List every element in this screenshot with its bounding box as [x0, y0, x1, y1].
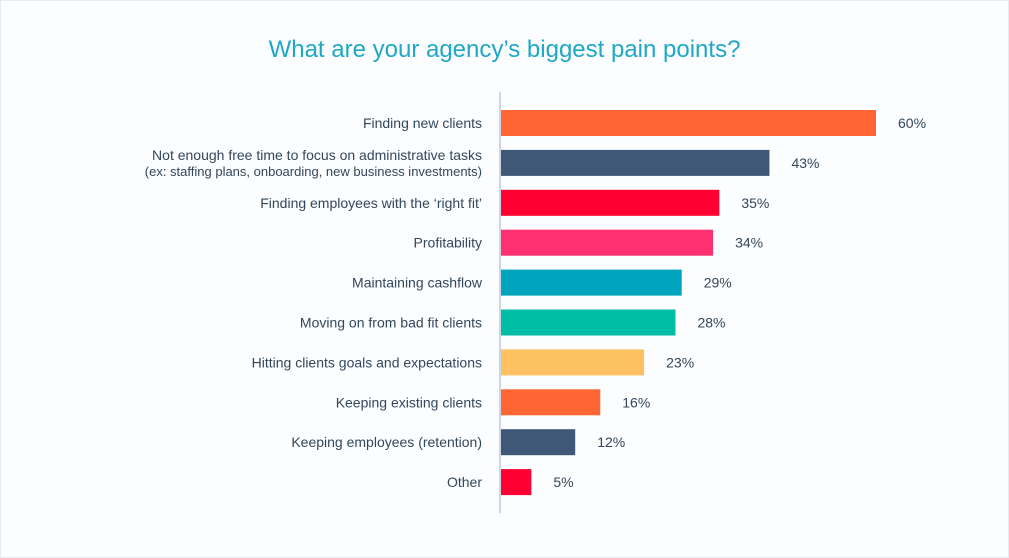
bar [500, 389, 601, 416]
bar [500, 349, 645, 376]
bar [500, 229, 714, 256]
value-label: 43% [791, 155, 819, 171]
bar [500, 189, 720, 216]
chart-title: What are your agency’s biggest pain poin… [268, 36, 741, 63]
value-label: 29% [704, 275, 732, 291]
value-label: 5% [553, 474, 573, 490]
category-label: Other [447, 474, 482, 490]
value-label: 16% [622, 394, 650, 410]
bar [500, 110, 876, 136]
value-label: 12% [597, 434, 625, 450]
category-label: Maintaining cashflow [352, 275, 483, 291]
category-label: Not enough free time to focus on adminis… [145, 147, 482, 179]
category-label: Profitability [414, 235, 482, 251]
category-label: Finding new clients [363, 115, 482, 131]
value-label: 60% [898, 115, 926, 131]
category-label: Moving on from bad fit clients [300, 315, 482, 331]
category-label: Finding employees with the ‘right fit’ [260, 195, 482, 211]
bar [500, 149, 770, 176]
bar [500, 429, 576, 456]
category-label: Hitting clients goals and expectations [252, 354, 482, 370]
value-label: 35% [741, 195, 769, 211]
value-label: 28% [697, 315, 725, 331]
value-label: 34% [735, 235, 763, 251]
bar [500, 269, 682, 296]
bar [500, 469, 532, 496]
value-label: 23% [666, 354, 694, 370]
category-label: Keeping existing clients [336, 394, 482, 410]
bar [500, 309, 676, 336]
category-label: Keeping employees (retention) [291, 434, 482, 450]
